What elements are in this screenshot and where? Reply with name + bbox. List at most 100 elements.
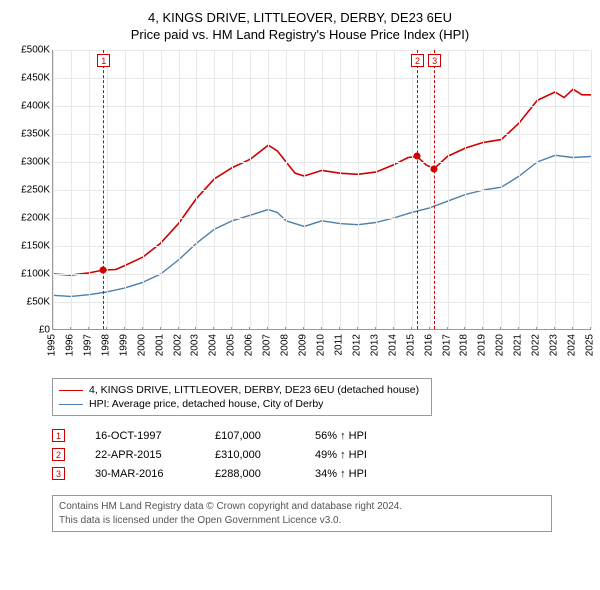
sale-marker-number: 3	[428, 54, 441, 67]
legend: 4, KINGS DRIVE, LITTLEOVER, DERBY, DE23 …	[52, 378, 432, 416]
gridline-vertical	[465, 50, 466, 329]
x-tick-label: 2023	[549, 334, 560, 356]
sales-row-number: 2	[52, 448, 65, 461]
x-tick-label: 2001	[154, 334, 165, 356]
sales-row-date: 22-APR-2015	[95, 449, 185, 461]
plot: 1 23	[52, 50, 590, 330]
attribution-line-2: This data is licensed under the Open Gov…	[59, 514, 545, 528]
gridline-vertical	[555, 50, 556, 329]
sale-marker-number: 1	[97, 54, 110, 67]
y-tick-label: £50K	[27, 297, 50, 308]
x-tick-label: 2018	[459, 334, 470, 356]
gridline-vertical	[196, 50, 197, 329]
gridline-vertical	[125, 50, 126, 329]
sale-marker-dot	[414, 153, 421, 160]
sales-row-number: 3	[52, 467, 65, 480]
x-tick-label: 2013	[369, 334, 380, 356]
attribution-line-1: Contains HM Land Registry data © Crown c…	[59, 500, 545, 514]
sales-row-price: £288,000	[215, 468, 285, 480]
gridline-vertical	[232, 50, 233, 329]
gridline-vertical	[448, 50, 449, 329]
y-tick-label: £450K	[21, 73, 50, 84]
gridline-vertical	[483, 50, 484, 329]
x-tick-label: 2010	[316, 334, 327, 356]
gridline-vertical	[537, 50, 538, 329]
sale-marker-line	[417, 50, 418, 329]
legend-row: HPI: Average price, detached house, City…	[59, 397, 425, 411]
gridline-vertical	[430, 50, 431, 329]
x-tick-label: 2005	[226, 334, 237, 356]
y-axis: £0£50K£100K£150K£200K£250K£300K£350K£400…	[10, 50, 52, 330]
sales-row: 116-OCT-1997£107,00056% ↑ HPI	[52, 426, 590, 445]
gridline-vertical	[519, 50, 520, 329]
x-tick-label: 1995	[47, 334, 58, 356]
y-tick-label: £250K	[21, 185, 50, 196]
gridline-vertical	[53, 50, 54, 329]
sale-marker-line	[434, 50, 435, 329]
sale-marker-number: 2	[411, 54, 424, 67]
chart-subtitle: Price paid vs. HM Land Registry's House …	[10, 27, 590, 42]
x-tick-label: 2015	[405, 334, 416, 356]
gridline-vertical	[179, 50, 180, 329]
y-tick-label: £400K	[21, 101, 50, 112]
sale-marker-line	[103, 50, 104, 329]
plot-area: £0£50K£100K£150K£200K£250K£300K£350K£400…	[10, 50, 590, 370]
gridline-vertical	[340, 50, 341, 329]
y-tick-label: £500K	[21, 45, 50, 56]
attribution-box: Contains HM Land Registry data © Crown c…	[52, 495, 552, 532]
legend-label: HPI: Average price, detached house, City…	[89, 398, 323, 410]
x-tick-label: 2017	[441, 334, 452, 356]
sales-row-price: £107,000	[215, 430, 285, 442]
sales-row: 330-MAR-2016£288,00034% ↑ HPI	[52, 464, 590, 483]
x-tick-label: 2009	[298, 334, 309, 356]
x-tick-label: 1997	[82, 334, 93, 356]
sales-row-hpi: 56% ↑ HPI	[315, 430, 405, 442]
x-tick-label: 2024	[567, 334, 578, 356]
gridline-vertical	[107, 50, 108, 329]
sales-table: 116-OCT-1997£107,00056% ↑ HPI222-APR-201…	[52, 426, 590, 483]
chart-title-address: 4, KINGS DRIVE, LITTLEOVER, DERBY, DE23 …	[10, 10, 590, 25]
gridline-vertical	[412, 50, 413, 329]
gridline-vertical	[304, 50, 305, 329]
y-tick-label: £100K	[21, 269, 50, 280]
x-tick-label: 2014	[387, 334, 398, 356]
chart-title-block: 4, KINGS DRIVE, LITTLEOVER, DERBY, DE23 …	[10, 10, 590, 42]
x-tick-label: 2006	[244, 334, 255, 356]
gridline-vertical	[501, 50, 502, 329]
gridline-vertical	[394, 50, 395, 329]
x-tick-label: 1999	[118, 334, 129, 356]
y-tick-label: £200K	[21, 213, 50, 224]
x-tick-label: 1998	[100, 334, 111, 356]
sales-row-price: £310,000	[215, 449, 285, 461]
x-tick-label: 2025	[585, 334, 596, 356]
sales-row-number: 1	[52, 429, 65, 442]
x-tick-label: 2022	[531, 334, 542, 356]
x-tick-label: 2004	[208, 334, 219, 356]
chart-container: 4, KINGS DRIVE, LITTLEOVER, DERBY, DE23 …	[10, 10, 590, 532]
x-tick-label: 2019	[477, 334, 488, 356]
gridline-vertical	[591, 50, 592, 329]
x-tick-label: 2003	[190, 334, 201, 356]
x-tick-label: 1996	[64, 334, 75, 356]
x-tick-label: 2020	[495, 334, 506, 356]
x-tick-label: 2012	[351, 334, 362, 356]
gridline-vertical	[143, 50, 144, 329]
y-tick-label: £150K	[21, 241, 50, 252]
gridline-vertical	[250, 50, 251, 329]
gridline-vertical	[322, 50, 323, 329]
x-tick-label: 2011	[333, 334, 344, 356]
x-tick-label: 2002	[172, 334, 183, 356]
y-tick-label: £300K	[21, 157, 50, 168]
gridline-vertical	[89, 50, 90, 329]
sales-row: 2 22-APR-2015 £310,000 49% ↑ HPI	[52, 445, 590, 464]
gridline-vertical	[286, 50, 287, 329]
sales-row-hpi: 49% ↑ HPI	[315, 449, 405, 461]
legend-swatch	[59, 404, 83, 405]
gridline-vertical	[376, 50, 377, 329]
gridline-vertical	[358, 50, 359, 329]
x-tick-label: 2016	[423, 334, 434, 356]
x-tick-label: 2007	[262, 334, 273, 356]
sale-marker-dot	[431, 165, 438, 172]
x-axis: 1995199619971998199920002001200220032004…	[52, 330, 590, 370]
sale-marker-dot	[100, 267, 107, 274]
